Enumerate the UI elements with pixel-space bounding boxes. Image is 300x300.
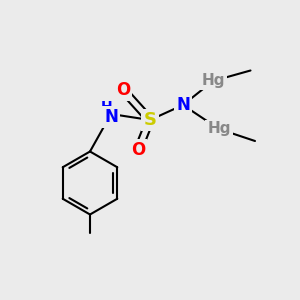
Text: H: H — [101, 100, 112, 114]
Text: O: O — [116, 81, 130, 99]
Text: Hg: Hg — [201, 74, 225, 88]
Text: O: O — [131, 141, 145, 159]
Text: S: S — [143, 111, 157, 129]
Text: Hg: Hg — [207, 122, 231, 136]
Text: N: N — [104, 108, 118, 126]
Text: N: N — [176, 96, 190, 114]
